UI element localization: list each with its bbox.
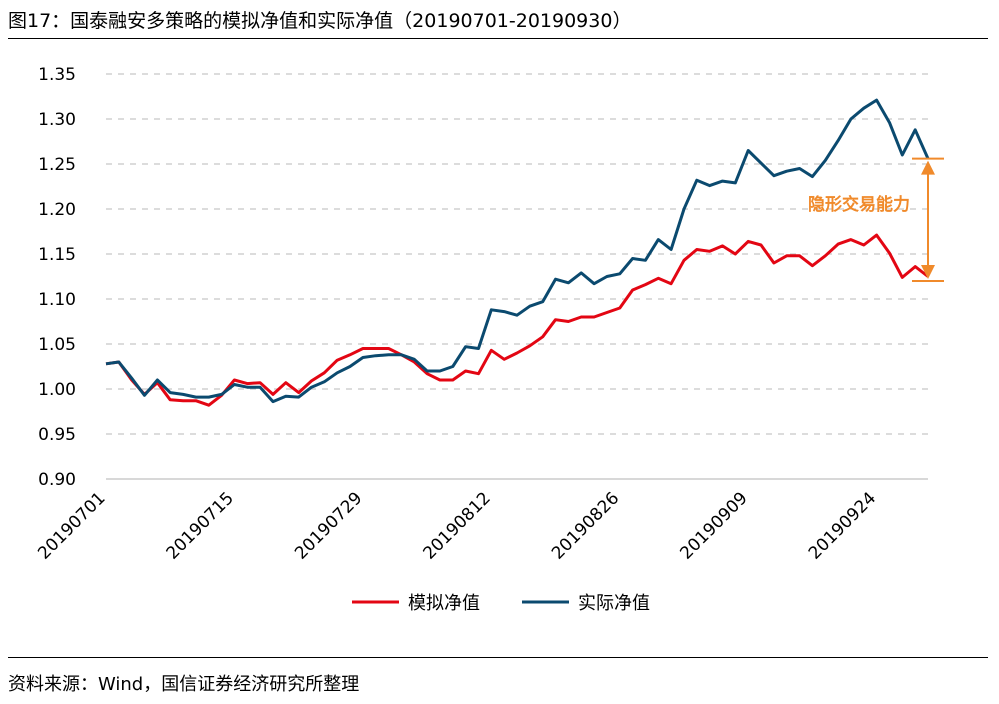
y-tick-label: 1.20 (38, 200, 76, 220)
top-rule (8, 38, 988, 39)
series-line-simulated (105, 233, 929, 407)
x-tick-label: 20190826 (548, 488, 623, 563)
legend-label: 模拟净值 (408, 593, 480, 614)
x-tick-label: 20190924 (805, 488, 880, 563)
annotation-arrowhead-up (921, 160, 935, 175)
figure-title: 图17：国泰融安多策略的模拟净值和实际净值（20190701-20190930） (8, 10, 632, 32)
x-tick-label: 20190701 (34, 488, 109, 563)
x-tick-label: 20190909 (676, 488, 751, 563)
y-tick-label: 1.30 (38, 110, 76, 130)
y-tick-label: 1.00 (38, 380, 76, 400)
x-tick-label: 20190729 (291, 488, 366, 563)
x-tick-label: 20190715 (163, 488, 238, 563)
y-tick-label: 0.90 (38, 470, 76, 490)
nav-line-chart: 0.90 0.95 1.00 1.05 1.10 1.15 1.20 1.25 1.30 1.35… (34, 65, 944, 614)
y-tick-label: 1.25 (38, 155, 76, 175)
bottom-rule (8, 657, 988, 658)
y-tick-label: 1.05 (38, 335, 76, 355)
legend-label: 实际净值 (578, 593, 650, 614)
y-tick-label: 0.95 (38, 425, 76, 445)
x-tick-label: 20190812 (420, 488, 495, 563)
series-line-actual (105, 98, 930, 404)
annotation-label: 隐形交易能力 (808, 194, 910, 215)
y-tick-label: 1.35 (38, 65, 76, 85)
y-tick-label: 1.10 (38, 290, 76, 310)
y-tick-label: 1.15 (38, 245, 76, 265)
source-note: 资料来源：Wind，国信证券经济研究所整理 (8, 674, 360, 695)
annotation-arrowhead-down (921, 265, 935, 279)
